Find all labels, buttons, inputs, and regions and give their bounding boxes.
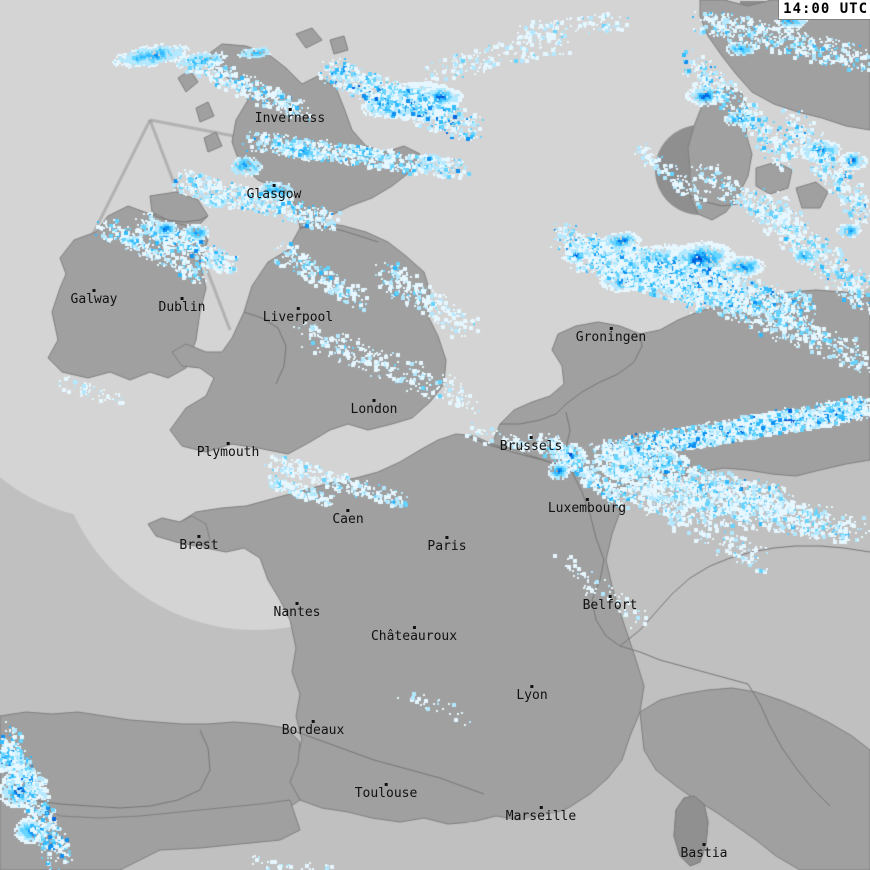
city-name: Nantes (273, 605, 321, 620)
city-marker-dot (311, 720, 315, 723)
city-label: Bordeaux (281, 720, 345, 738)
city-marker-dot (530, 685, 534, 688)
city-marker-dot (346, 509, 350, 512)
city-name: Glasgow (246, 187, 302, 202)
city-label: Caen (332, 509, 364, 527)
city-marker-dot (180, 297, 184, 300)
city-label: Dublin (158, 297, 206, 315)
city-name: Luxembourg (547, 501, 627, 516)
city-name: Paris (427, 539, 467, 554)
city-label: Marseille (506, 806, 576, 823)
city-label: Luxembourg (548, 498, 626, 515)
city-name: Groningen (575, 330, 647, 345)
city-label: Glasgow (246, 184, 302, 202)
city-marker-dot (288, 108, 292, 111)
city-name: Inverness (254, 111, 326, 126)
city-label: Groningen (576, 327, 646, 344)
city-name: Châteauroux (370, 629, 458, 644)
city-label: Belfort (582, 595, 638, 613)
city-marker-dot (92, 289, 96, 292)
city-marker-dot (412, 626, 416, 629)
city-name: Dublin (158, 300, 206, 315)
city-name: Marseille (505, 809, 577, 824)
city-label: Lyon (516, 685, 548, 703)
city-label: Toulouse (354, 783, 418, 801)
city-label: Paris (427, 536, 467, 554)
city-name: Belfort (582, 598, 638, 613)
city-marker-dot (539, 806, 543, 809)
city-marker-dot (445, 536, 449, 539)
city-marker-dot (529, 436, 533, 439)
city-name: Toulouse (354, 786, 418, 801)
city-label: Galway (70, 289, 118, 307)
city-name: Plymouth (196, 445, 260, 460)
city-label: Bastia (680, 843, 728, 861)
city-label: Châteauroux (371, 626, 457, 643)
city-name: Brest (179, 538, 219, 553)
city-marker-dot (197, 535, 201, 538)
city-label: Nantes (273, 602, 321, 620)
city-marker-dot (384, 783, 388, 786)
city-marker-dot (585, 498, 589, 501)
city-name: Bastia (680, 846, 728, 861)
city-label: Plymouth (196, 442, 260, 460)
city-label: London (350, 399, 398, 417)
city-marker-dot (609, 327, 613, 330)
city-marker-dot (702, 843, 706, 846)
city-label: Brussels (499, 436, 563, 454)
city-marker-dot (226, 442, 230, 445)
city-name: Bordeaux (281, 723, 345, 738)
city-marker-dot (372, 399, 376, 402)
city-label: Liverpool (263, 307, 333, 324)
city-name: Galway (70, 292, 118, 307)
city-name: Liverpool (262, 310, 334, 325)
city-name: Caen (332, 512, 364, 527)
city-name: Lyon (516, 688, 548, 703)
city-label: Brest (179, 535, 219, 553)
timestamp-label: 14:00 UTC (778, 0, 870, 20)
city-name: Brussels (499, 439, 563, 454)
city-marker-dot (296, 307, 300, 310)
city-marker-dot (272, 184, 276, 187)
city-marker-dot (295, 602, 299, 605)
city-marker-dot (608, 595, 612, 598)
city-label: Inverness (255, 108, 325, 125)
city-name: London (350, 402, 398, 417)
